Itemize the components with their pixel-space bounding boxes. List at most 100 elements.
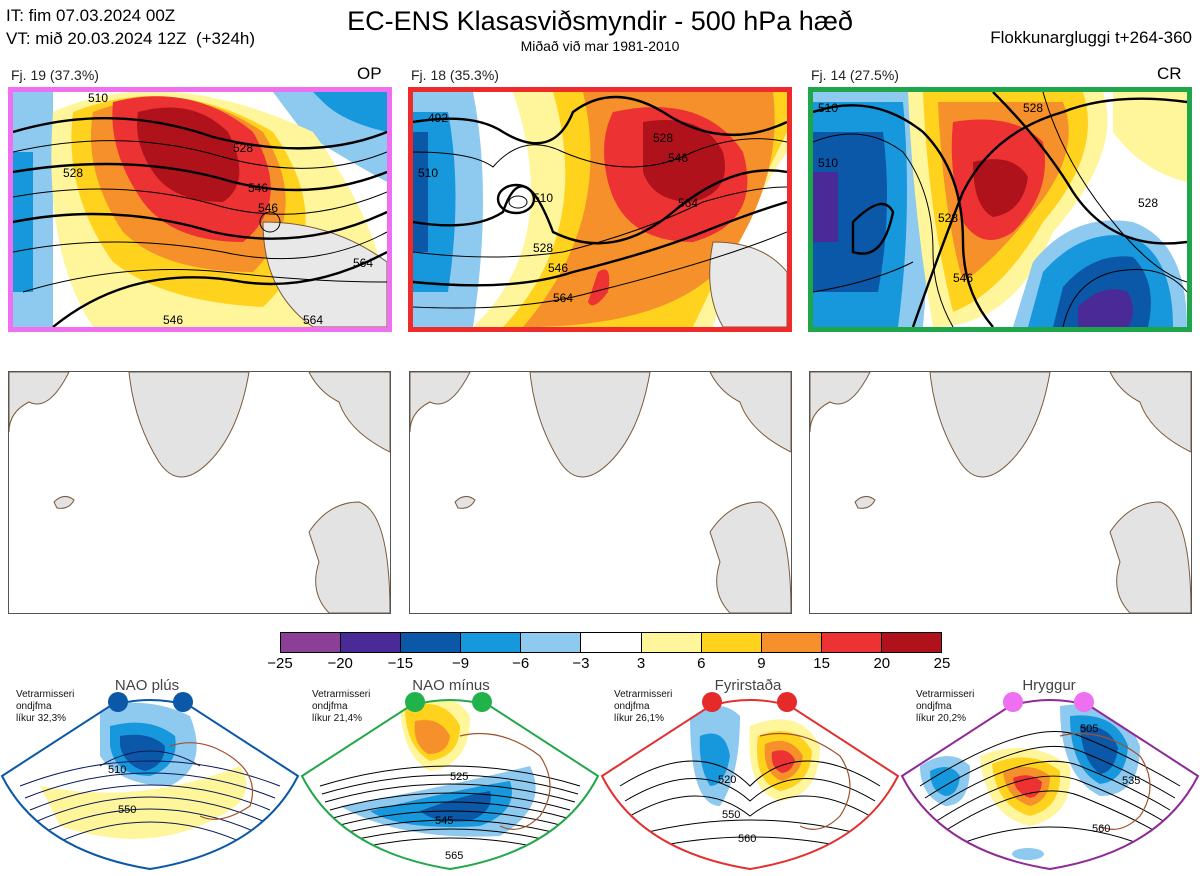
cluster-2-contour-label: 492	[428, 111, 448, 125]
colorbar-segment	[640, 633, 701, 652]
colorbar-segment	[340, 633, 401, 652]
regime-row: 510 550 525	[0, 676, 1200, 871]
regime-2-contour: 565	[445, 850, 463, 862]
regime-2-contour: 525	[450, 771, 468, 783]
regime-2-title: NAO mínus	[412, 677, 490, 694]
empty-map-3	[809, 371, 1192, 614]
regime-1-outline	[0, 699, 300, 871]
regime-3-contour: 520	[718, 774, 736, 786]
valid-time: VT: mið 20.03.2024 12Z (+324h)	[6, 29, 256, 48]
cluster-3-map: 510 510 528 528 546 528	[808, 87, 1192, 332]
cluster-1-contour-label: 564	[353, 256, 373, 270]
regime-2-outline	[300, 699, 600, 871]
regime-2-dot-right	[472, 692, 492, 712]
regime-4-dot-left	[1003, 692, 1023, 712]
regime-nao-minus: 525 545 565	[300, 676, 600, 871]
regime-3-contour: 560	[738, 833, 756, 845]
cluster-1-contour-label: 546	[248, 181, 268, 195]
cluster-3-tag: CR	[1157, 64, 1182, 83]
classification-window: Flokkunargluggi t+264-360	[990, 28, 1192, 47]
regime-2-contour: 545	[435, 815, 453, 827]
colorbar-segment	[281, 633, 341, 652]
regime-3-contour: 550	[722, 809, 740, 821]
colorbar-segment	[760, 633, 821, 652]
regime-2-info: Vetrarmisseri ondjfma líkur 21,4%	[312, 689, 371, 724]
colorbar-tick-label: −15	[387, 655, 414, 672]
regime-4-contour: 560	[1092, 823, 1110, 835]
colorbar-segment	[580, 633, 641, 652]
colorbar-tick-label: −6	[512, 655, 530, 672]
cluster-1-contour-label: 528	[63, 166, 83, 180]
colorbar-tick-label: 20	[873, 655, 891, 672]
header-info: IT: fim 07.03.2024 00Z VT: mið 20.03.2024…	[6, 4, 255, 50]
regime-1-title: NAO plús	[114, 677, 180, 694]
regime-3-outline	[600, 699, 900, 871]
colorbar-tick-label: −25	[267, 655, 293, 672]
regime-1-contour: 550	[118, 804, 136, 816]
cluster-2-contour-label: 546	[668, 151, 688, 165]
empty-map-2	[409, 371, 792, 614]
empty-map-1	[8, 371, 391, 614]
cluster-1-tag: OP	[357, 64, 382, 83]
colorbar-tick-label: −9	[451, 655, 470, 672]
regime-4-dot-right	[1074, 692, 1094, 712]
cluster-1-contour-label: 546	[163, 313, 183, 327]
cluster-3-label: Fj. 14 (27.5%)	[811, 67, 899, 83]
regime-1-dot-left	[108, 692, 128, 712]
regime-4-contour: 535	[1122, 775, 1140, 787]
colorbar-tick-label: −3	[572, 655, 590, 672]
cluster-2-contour-label: 546	[548, 261, 568, 275]
cluster-1-contour-label: 564	[303, 313, 323, 327]
colorbar-segment	[880, 633, 942, 652]
colorbar-segment	[520, 633, 581, 652]
cluster-2-contour-label: 510	[533, 191, 553, 205]
cluster-1-label: Fj. 19 (37.3%)	[11, 67, 99, 83]
cluster-1-contour-label: 528	[233, 141, 253, 155]
cluster-3-contour-label: 546	[953, 271, 973, 285]
colorbar-tick-label: −20	[327, 655, 353, 672]
regime-1-contour: 510	[108, 764, 126, 776]
cluster-3-contour-label: 528	[938, 211, 958, 225]
colorbar-tick-label: 9	[757, 655, 766, 672]
colorbar-segment	[820, 633, 881, 652]
regime-ridge: 505 535 560	[900, 676, 1200, 871]
regime-3-info: Vetrarmisseri ondjfma líkur 26,1%	[614, 689, 673, 724]
regime-3-title: Fyrirstaða	[714, 677, 782, 694]
colorbar-tick-label: 25	[933, 655, 951, 672]
regime-nao-plus: 510 550	[0, 676, 300, 871]
cluster-2-contour-label: 528	[653, 131, 673, 145]
cluster-2-contour-label: 510	[418, 166, 438, 180]
regime-4-contour: 505	[1080, 723, 1098, 735]
cluster-2-map: 492 510 510 528 528 546 546 564 564	[408, 87, 792, 332]
regime-4-info: Vetrarmisseri ondjfma líkur 20,2%	[916, 689, 975, 724]
colorbar-tick-label: 3	[636, 655, 646, 672]
cluster-3-contour-label: 510	[818, 101, 838, 115]
colorbar-segment	[700, 633, 761, 652]
regime-1-dot-right	[173, 692, 193, 712]
colorbar-tick-label: 6	[697, 655, 706, 672]
page-title: EC-ENS Klasasviðsmyndir - 500 hPa hæð	[347, 6, 853, 36]
cluster-1-map: 510 528 546 546 528 546 564 564	[8, 87, 392, 332]
cluster-3-contour-label: 528	[1138, 196, 1158, 210]
regime-4-outline	[900, 699, 1200, 871]
cluster-2-contour-label: 564	[678, 196, 698, 210]
regime-blocking: 520 550 560	[600, 676, 900, 871]
regime-4-title: Hryggur	[1022, 677, 1076, 694]
cluster-1-contour-label: 546	[258, 201, 278, 215]
init-time: IT: fim 07.03.2024 00Z	[6, 6, 176, 25]
cluster-3-contour-label: 528	[1023, 101, 1043, 115]
regime-2-dot-left	[405, 692, 425, 712]
cluster-1-contour-label: 510	[88, 92, 108, 105]
cluster-2-label: Fj. 18 (35.3%)	[411, 67, 499, 83]
colorbar-segment	[400, 633, 461, 652]
regime-3-dot-left	[702, 692, 722, 712]
cluster-3-contour-label: 510	[818, 156, 838, 170]
colorbar-segment	[460, 633, 521, 652]
regime-3-dot-right	[777, 692, 797, 712]
regime-1-info: Vetrarmisseri ondjfma líkur 32,3%	[16, 689, 75, 724]
page-subtitle: Miðað við mar 1981-2010	[520, 38, 680, 54]
colorbar-ticks: −25 −20 −15 −9 −6 −3 3 6 9 15 20 25	[0, 655, 1200, 675]
colorbar-tick-label: 15	[813, 655, 830, 672]
cluster-2-contour-label: 528	[533, 241, 553, 255]
colorbar	[280, 632, 942, 653]
